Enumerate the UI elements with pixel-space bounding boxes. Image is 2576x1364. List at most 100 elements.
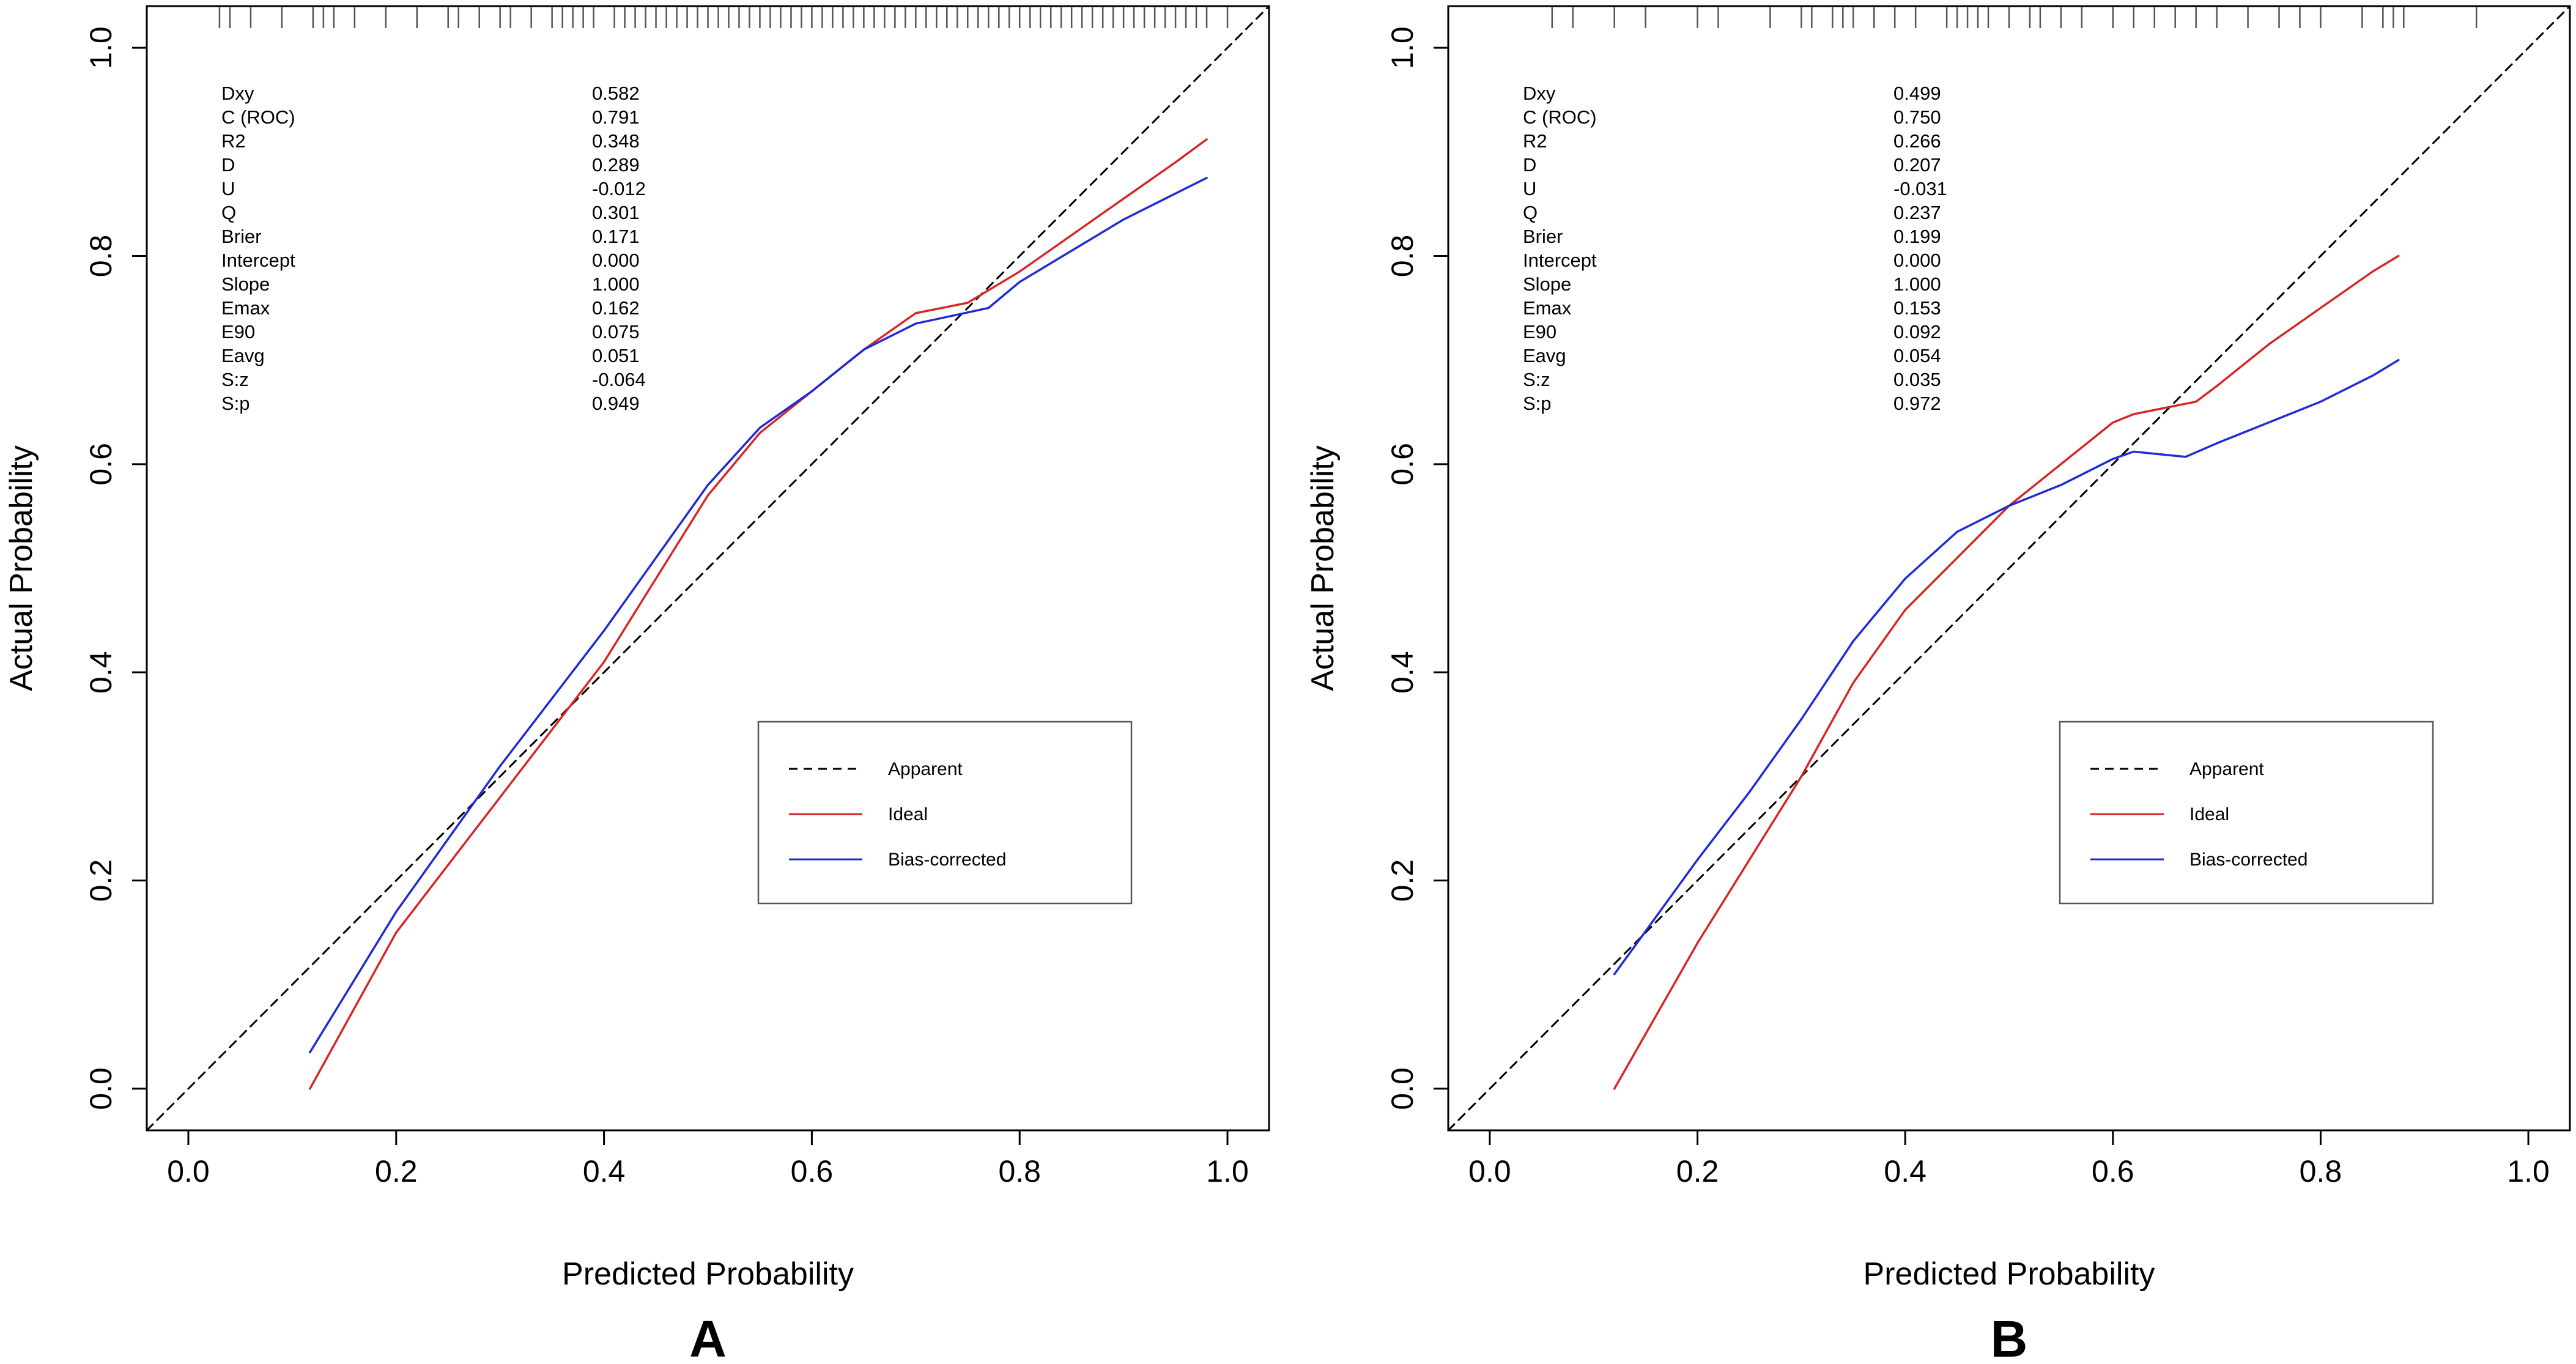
- x-tick-label: 1.0: [2507, 1154, 2550, 1188]
- stat-name: Eavg: [1523, 345, 1566, 366]
- stat-name: R2: [1523, 130, 1547, 152]
- stat-value: 0.582: [592, 83, 640, 104]
- stat-name: E90: [1523, 321, 1556, 343]
- stat-name: S:z: [221, 369, 249, 390]
- y-tick-label: 1.0: [1385, 26, 1419, 69]
- series-line-ideal: [309, 138, 1208, 1090]
- x-axis-title: Predicted Probability: [562, 1256, 854, 1292]
- series-line-ideal: [1613, 254, 2400, 1090]
- stat-name: R2: [221, 130, 246, 152]
- stat-name: Brier: [1523, 226, 1563, 247]
- x-tick-label: 0.6: [2092, 1154, 2134, 1188]
- stat-name: U: [221, 178, 235, 199]
- stat-name: D: [221, 154, 235, 176]
- calibration-panel-b: 0.0 0.2 0.4 0.6 0.8 1.0 0.0 0.2 0.4 0.6 0.8 1.0 Pred…: [1305, 5, 2571, 1364]
- stat-value: 0.051: [592, 345, 640, 366]
- stat-name: C (ROC): [1523, 106, 1597, 128]
- stat-value: 0.750: [1893, 106, 1941, 128]
- stat-value: 0.791: [592, 106, 640, 128]
- x-tick-label: 0.2: [1676, 1154, 1719, 1188]
- panel-label: B: [1991, 1310, 2028, 1364]
- stat-value: 0.207: [1893, 154, 1941, 176]
- stat-name: Eavg: [221, 345, 265, 366]
- calibration-panel-a: 0.0 0.2 0.4 0.6 0.8 1.0 0.0 0.2 0.4 0.6 0.8 1.0 Pred…: [4, 5, 1270, 1364]
- y-tick-label: 0.0: [1385, 1067, 1419, 1110]
- plot-frame: [146, 5, 1270, 1132]
- y-tick-label: 0.8: [1385, 235, 1419, 278]
- stat-value: 0.499: [1893, 83, 1941, 104]
- legend-label: Ideal: [888, 804, 928, 825]
- stat-value: 0.199: [1893, 226, 1941, 247]
- stat-value: 0.000: [1893, 250, 1941, 271]
- panel-label: A: [689, 1310, 727, 1364]
- legend-label: Ideal: [2189, 804, 2229, 825]
- y-tick-label: 0.4: [84, 651, 118, 694]
- y-tick-label: 0.6: [84, 443, 118, 486]
- legend-label: Apparent: [2189, 759, 2264, 779]
- stat-value: 0.092: [1893, 321, 1941, 343]
- legend-label: Apparent: [888, 759, 963, 779]
- y-axis-title: Actual Probability: [4, 445, 39, 691]
- stat-name: S:p: [221, 393, 250, 414]
- y-tick-label: 0.2: [1385, 859, 1419, 902]
- stat-name: Emax: [1523, 297, 1572, 319]
- stat-value: 0.348: [592, 130, 640, 152]
- y-axis-title: Actual Probability: [1305, 445, 1341, 691]
- y-tick-label: 0.6: [1385, 443, 1419, 486]
- stat-value: 0.301: [592, 202, 640, 223]
- series-line-apparent: [1448, 6, 2570, 1130]
- legend-label: Bias-corrected: [2189, 850, 2308, 870]
- x-tick-label: 0.0: [1468, 1154, 1511, 1188]
- stat-name: Dxy: [221, 83, 254, 104]
- stat-value: -0.031: [1893, 178, 1947, 199]
- x-tick-label: 0.8: [2300, 1154, 2342, 1188]
- stat-value: -0.012: [592, 178, 646, 199]
- stat-name: C (ROC): [221, 106, 295, 128]
- plot-frame: [1447, 5, 2571, 1132]
- stat-name: S:z: [1523, 369, 1550, 390]
- stat-value: 0.289: [592, 154, 640, 176]
- stat-name: Emax: [221, 297, 270, 319]
- stat-value: 0.171: [592, 226, 640, 247]
- y-tick-label: 0.2: [84, 859, 118, 902]
- stat-name: D: [1523, 154, 1536, 176]
- stat-name: Intercept: [221, 250, 295, 271]
- x-tick-label: 0.0: [167, 1154, 210, 1188]
- stat-value: 0.972: [1893, 393, 1941, 414]
- stat-name: Dxy: [1523, 83, 1556, 104]
- legend-box: [2059, 721, 2434, 905]
- stat-value: 1.000: [592, 273, 640, 295]
- x-tick-label: 0.8: [998, 1154, 1041, 1188]
- stat-value: 0.266: [1893, 130, 1941, 152]
- stat-value: 0.075: [592, 321, 640, 343]
- stat-value: 0.237: [1893, 202, 1941, 223]
- x-tick-label: 0.4: [583, 1154, 626, 1188]
- series-line-apparent: [147, 6, 1269, 1130]
- legend-box: [757, 721, 1133, 905]
- legend-label: Bias-corrected: [888, 850, 1006, 870]
- stat-value: 0.000: [592, 250, 640, 271]
- stat-value: 0.162: [592, 297, 640, 319]
- stat-value: 0.949: [592, 393, 640, 414]
- stat-name: S:p: [1523, 393, 1552, 414]
- y-tick-label: 0.4: [1385, 651, 1419, 694]
- stat-value: -0.064: [592, 369, 646, 390]
- x-tick-label: 0.6: [791, 1154, 834, 1188]
- y-tick-label: 1.0: [84, 26, 118, 69]
- stat-value: 0.035: [1893, 369, 1941, 390]
- y-tick-label: 0.8: [84, 235, 118, 278]
- stat-value: 1.000: [1893, 273, 1941, 295]
- stat-name: Q: [1523, 202, 1538, 223]
- x-tick-label: 0.2: [375, 1154, 418, 1188]
- x-tick-label: 1.0: [1206, 1154, 1249, 1188]
- stat-name: Q: [221, 202, 236, 223]
- stat-name: U: [1523, 178, 1536, 199]
- stat-name: E90: [221, 321, 255, 343]
- stat-name: Slope: [1523, 273, 1571, 295]
- y-tick-label: 0.0: [84, 1067, 118, 1110]
- stat-name: Intercept: [1523, 250, 1597, 271]
- stat-name: Slope: [221, 273, 270, 295]
- stat-name: Brier: [221, 226, 261, 247]
- series-line-bias-corrected: [1613, 358, 2400, 976]
